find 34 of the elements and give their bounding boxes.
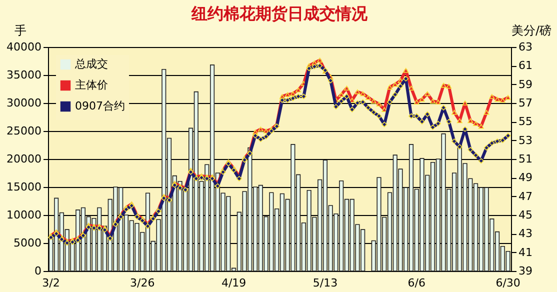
x-tick-label: 4/19 — [221, 276, 246, 290]
x-tick-label: 6/6 — [408, 276, 426, 290]
legend-label: 主体价 — [75, 78, 108, 92]
chart-title: 纽约棉花期货日成交情况 — [190, 4, 368, 23]
y-tick-label: 15000 — [6, 180, 42, 194]
y-axis-title: 手 — [14, 24, 26, 38]
y2-tick-label: 41 — [518, 246, 532, 259]
y2-tick-label: 59 — [518, 78, 532, 91]
x-tick-label: 3/2 — [42, 276, 60, 290]
x-tick-label: 3/26 — [130, 276, 155, 290]
y2-tick-label: 43 — [518, 227, 532, 240]
y2-tick-label: 49 — [518, 171, 532, 184]
y-tick-label: 35000 — [6, 68, 42, 82]
y-tick-label: 30000 — [6, 96, 42, 110]
y2-tick-label: 57 — [518, 96, 532, 110]
legend-label: 总成交 — [74, 58, 108, 70]
y2-tick-label: 61 — [518, 59, 532, 72]
x-tick-label: 6/30 — [496, 276, 520, 290]
y-tick-label: 40000 — [6, 40, 42, 54]
y2-tick-label: 63 — [518, 40, 532, 54]
y2-axis-title: 美分/磅 — [511, 24, 552, 38]
x-tick-label: 5/13 — [312, 276, 338, 290]
y2-tick-label: 51 — [518, 152, 532, 166]
y2-tick-label: 45 — [518, 208, 532, 222]
y-tick-label: 5000 — [14, 236, 42, 250]
y-tick-label: 10000 — [6, 208, 42, 222]
y-tick-label: 20000 — [6, 152, 42, 166]
y2-tick-label: 53 — [518, 134, 532, 147]
legend-label: 0907合约 — [75, 100, 125, 112]
y2-tick-label: 47 — [518, 190, 532, 203]
y-tick-label: 0 — [34, 264, 42, 278]
y2-tick-label: 39 — [518, 264, 532, 278]
y-tick-label: 25000 — [6, 124, 42, 138]
y2-tick-label: 55 — [518, 115, 532, 128]
